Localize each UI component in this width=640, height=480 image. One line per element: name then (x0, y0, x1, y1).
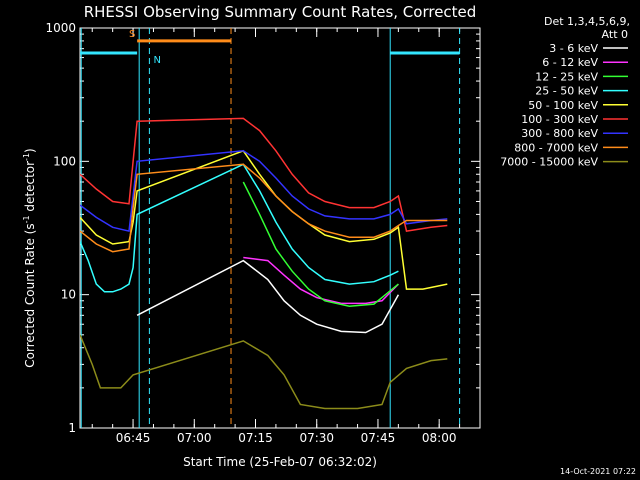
series-line-3 (242, 181, 399, 307)
legend-label: 3 - 6 keV (549, 42, 598, 55)
y-axis-label-sup-1: -1 (22, 215, 31, 223)
plot-frame (79, 27, 481, 429)
y-tick-label: 1 (68, 421, 76, 435)
series-line-6 (80, 117, 448, 232)
chart-title: RHESSI Observing Summary Count Rates, Co… (84, 3, 477, 21)
y-axis-label: Corrected Count Rate (s-1 detector-1) (22, 148, 37, 367)
x-axis-label: Start Time (25-Feb-07 06:32:02) (183, 455, 377, 469)
x-tick-label: 06:45 (116, 431, 151, 445)
series-line-1 (136, 259, 400, 334)
legend-label: 100 - 300 keV (521, 113, 598, 126)
legend-label: 300 - 800 keV (521, 127, 598, 140)
x-tick-label: 07:15 (238, 431, 273, 445)
series-line-9 (80, 334, 448, 410)
legend-att: Att 0 (602, 28, 628, 41)
y-tick-label: 100 (53, 154, 76, 168)
legend-label: 12 - 25 keV (535, 70, 598, 83)
legend-label: 6 - 12 keV (542, 56, 598, 69)
series-line-5 (80, 149, 448, 290)
series-line-8 (80, 163, 448, 253)
y-axis-label-mid: detector (23, 161, 37, 216)
x-tick-label: 07:45 (361, 431, 396, 445)
annotation-label: N (153, 55, 160, 66)
plot-area: 1 10 100 1000 06:45 07:00 07:15 07:30 07:45 08:00… (45, 21, 481, 445)
y-tick-label: 1000 (45, 21, 76, 35)
timestamp: 14-Oct-2021 07:22 (560, 467, 636, 476)
legend-label: 25 - 50 keV (535, 85, 598, 98)
x-tick-label: 08:00 (422, 431, 457, 445)
y-axis-label-sup-2: -1 (22, 153, 31, 161)
x-tick-label: 07:30 (299, 431, 334, 445)
legend-label: 7000 - 15000 keV (500, 156, 598, 169)
legend-label: 50 - 100 keV (528, 99, 598, 112)
y-axis-label-end: ) (23, 148, 37, 153)
y-tick-label: 10 (61, 288, 76, 302)
annotation-label: S (129, 29, 135, 40)
legend-label: 800 - 7000 keV (514, 141, 598, 154)
x-tick-label: 07:00 (177, 431, 212, 445)
legend-header: Det 1,3,4,5,6,9, (544, 15, 630, 28)
series-line-7 (80, 150, 448, 233)
series-line-4 (80, 163, 399, 293)
